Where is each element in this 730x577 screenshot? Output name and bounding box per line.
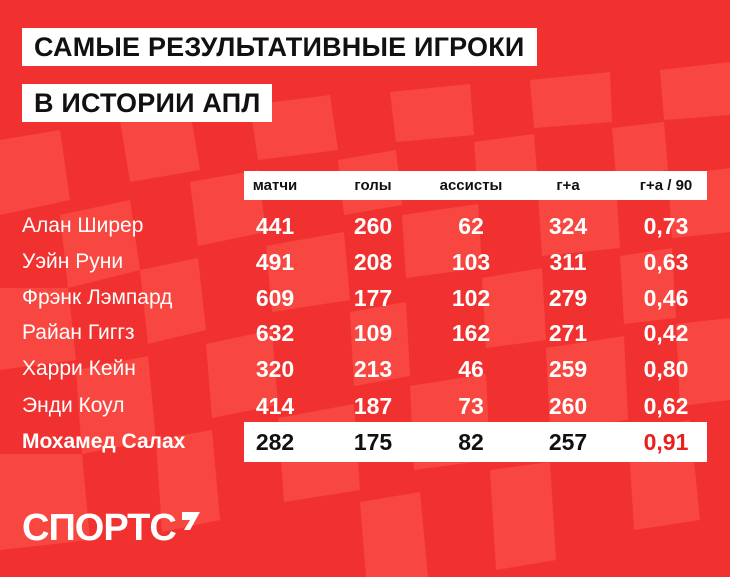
value-goals: 208 [353,249,393,275]
column-header-matches: матчи [252,177,298,194]
value-goals-plus-assists: 324 [548,213,588,239]
logo-text: СПОРТС [22,507,177,549]
column-header-goals-plus-assists: г+а [556,177,580,194]
value-assists: 162 [451,320,491,346]
value-goals-plus-assists: 259 [548,356,588,382]
player-name: Фрэнк Лэмпард [22,286,173,309]
value-matches: 414 [255,393,295,419]
value-goals: 213 [353,356,393,382]
value-per-90: 0,42 [643,320,689,346]
player-name: Харри Кейн [22,357,136,380]
sports-logo-flag-icon [178,508,200,548]
value-goals: 260 [353,213,393,239]
value-goals: 177 [353,285,393,311]
column-header-goals: голы [354,177,392,194]
value-assists: 73 [458,393,484,419]
title-line-1: САМЫЕ РЕЗУЛЬТАТИВНЫЕ ИГРОКИ [22,28,537,66]
value-goals-plus-assists: 311 [549,249,587,275]
sports-logo: СПОРТС [22,508,200,548]
value-assists: 103 [451,249,491,275]
value-per-90: 0,46 [643,285,689,311]
player-name: Энди Коул [22,394,125,417]
value-per-90: 0,91 [643,429,689,455]
column-header-assists: ассисты [439,177,503,194]
value-goals: 175 [353,429,393,455]
column-header-per-90: г+а / 90 [639,177,693,194]
value-goals-plus-assists: 279 [548,285,588,311]
value-matches: 282 [255,429,295,455]
value-goals: 187 [353,393,393,419]
value-matches: 491 [255,249,295,275]
value-per-90: 0,63 [643,249,689,275]
value-assists: 62 [458,213,484,239]
player-name: Алан Ширер [22,214,144,237]
title-line-2: В ИСТОРИИ АПЛ [22,84,273,122]
table-header-bar [244,171,707,200]
value-per-90: 0,62 [643,393,689,419]
value-goals-plus-assists: 257 [548,429,588,455]
player-name: Уэйн Руни [22,250,124,273]
value-goals-plus-assists: 271 [548,320,588,346]
value-per-90: 0,73 [643,213,689,239]
value-per-90: 0,80 [643,356,689,382]
highlighted-player-name: Мохамед Салах [22,430,186,453]
value-goals: 109 [353,320,393,346]
value-matches: 632 [255,320,295,346]
value-assists: 82 [458,429,484,455]
highlighted-row-panel [244,422,707,462]
value-matches: 320 [255,356,295,382]
value-assists: 46 [458,356,484,382]
player-name: Райан Гиггз [22,321,135,344]
value-matches: 609 [255,285,295,311]
value-assists: 102 [451,285,491,311]
value-matches: 441 [255,213,295,239]
value-goals-plus-assists: 260 [548,393,588,419]
